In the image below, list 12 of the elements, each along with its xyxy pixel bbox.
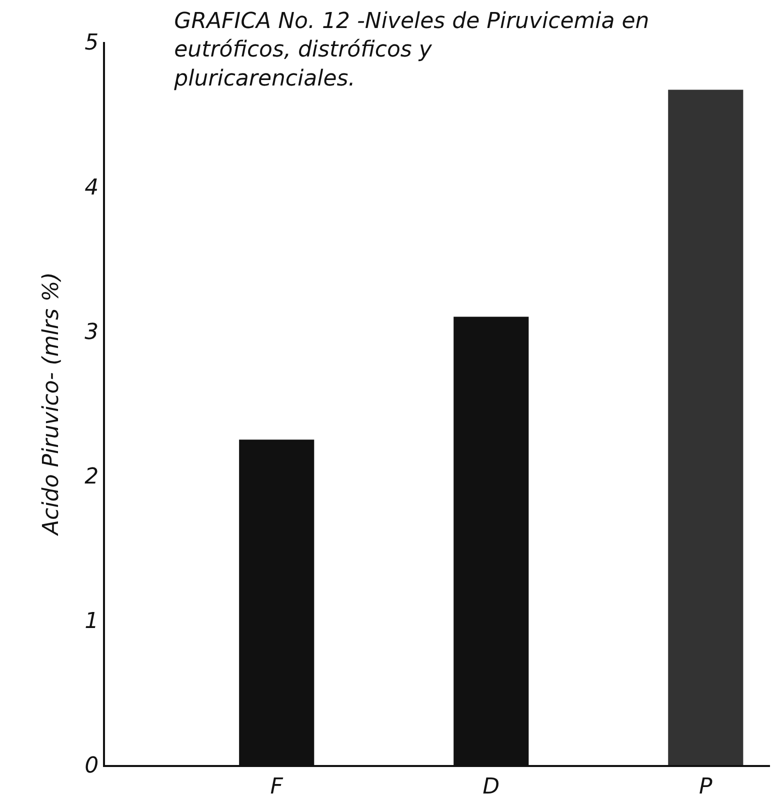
y-tick-label: 5 [84,30,99,56]
bar [668,90,744,765]
y-tick-label: 3 [84,320,99,345]
x-tick-label: F [270,774,284,800]
y-tick-label: 2 [84,464,99,490]
chart-title: GRAFICA No. 12 -Niveles de Piruvicemia en eutróficos, distróficos y pluricarenciales. [173,9,650,92]
x-tick-label: P [699,774,714,800]
x-tick-label: D [482,774,500,800]
y-axis-title: Acido Piruvico- (mlrs %) [38,272,64,537]
y-tick-label: 4 [84,175,99,200]
y-tick-label: 1 [84,609,99,634]
y-tick-label: 0 [84,754,99,779]
